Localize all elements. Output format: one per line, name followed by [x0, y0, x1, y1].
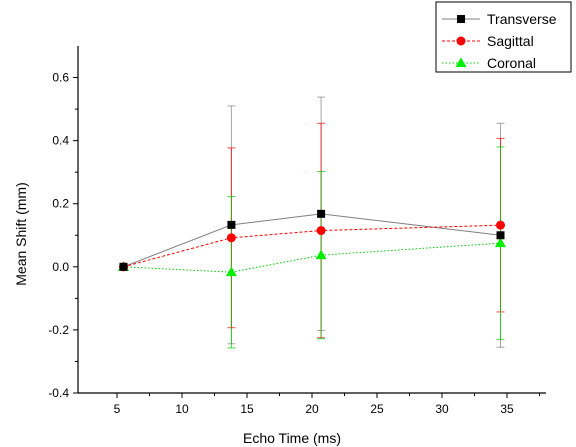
transverse-point: [317, 209, 326, 218]
x-axis-title: Echo Time (ms): [243, 430, 341, 446]
legend-transverse-label: Transverse: [487, 11, 557, 27]
y-axis-title: Mean Shift (mm): [13, 182, 29, 285]
legend-coronal-label: Coronal: [487, 55, 536, 71]
sagittal-point: [316, 226, 326, 236]
y-tick-label: 0.6: [52, 71, 69, 85]
sagittal-point: [226, 233, 236, 243]
x-tick-label: 20: [305, 402, 319, 416]
sagittal-point: [496, 220, 505, 230]
x-tick-label: 5: [114, 402, 121, 416]
transverse-point: [496, 231, 505, 240]
y-tick-label: 0.2: [52, 197, 69, 211]
legend-sagittal-marker: [456, 36, 466, 46]
y-tick-label: 0.4: [52, 134, 69, 148]
transverse-point: [227, 220, 236, 229]
series-lines: [123, 213, 501, 273]
coronal-point: [495, 237, 506, 248]
x-tick-label: 35: [500, 402, 514, 416]
axes: 5 10 15 20 25 30 35 -0.4 -0.2 0.0 0.2 0.4 0.6: [48, 46, 546, 416]
series-markers: [118, 209, 506, 277]
y-tick-label: 0.0: [52, 260, 69, 274]
x-tick-label: 25: [370, 402, 384, 416]
transverse-line: [123, 213, 501, 268]
legend-sagittal-label: Sagittal: [487, 33, 534, 49]
transverse-point: [119, 262, 128, 271]
x-tick-label: 15: [240, 402, 254, 416]
x-tick-label: 10: [175, 402, 189, 416]
legend-transverse-marker: [457, 15, 465, 23]
coronal-line: [123, 242, 501, 273]
x-tick-label: 30: [435, 402, 449, 416]
y-tick-label: -0.2: [48, 323, 69, 337]
sagittal-line: [123, 224, 501, 268]
legend-box: [435, 1, 572, 73]
legend: Transverse Sagittal Coronal: [435, 1, 572, 73]
y-tick-label: -0.4: [48, 386, 69, 400]
error-bars: [227, 96, 505, 349]
coronal-point: [315, 249, 327, 260]
legend-coronal-marker: [455, 57, 467, 67]
coronal-point: [225, 266, 237, 277]
